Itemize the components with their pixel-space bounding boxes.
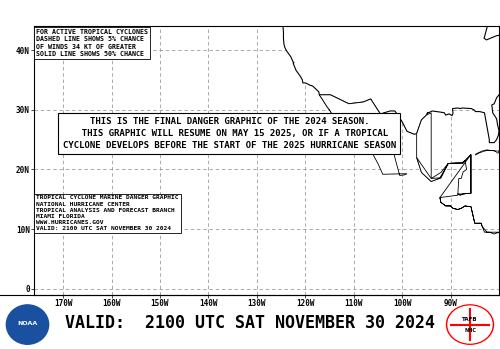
Polygon shape (416, 113, 471, 195)
Text: THIS IS THE FINAL DANGER GRAPHIC OF THE 2024 SEASON.
  THIS GRAPHIC WILL RESUME : THIS IS THE FINAL DANGER GRAPHIC OF THE … (62, 117, 396, 150)
Circle shape (10, 308, 46, 341)
Circle shape (451, 309, 489, 341)
Polygon shape (320, 95, 407, 176)
Circle shape (18, 316, 36, 333)
Text: NHC: NHC (464, 328, 476, 333)
Circle shape (15, 313, 40, 336)
Circle shape (8, 306, 48, 343)
Polygon shape (476, 150, 499, 155)
Circle shape (446, 305, 494, 344)
Text: NOAA: NOAA (18, 321, 38, 326)
Circle shape (448, 306, 492, 343)
Polygon shape (416, 155, 500, 240)
Polygon shape (282, 0, 500, 143)
Polygon shape (320, 95, 356, 151)
Text: FOR ACTIVE TROPICAL CYCLONES
DASHED LINE SHOWS 5% CHANCE
OF WINDS 34 KT OF GREAT: FOR ACTIVE TROPICAL CYCLONES DASHED LINE… (36, 29, 148, 57)
Circle shape (6, 305, 48, 344)
Text: VALID:  2100 UTC SAT NOVEMBER 30 2024: VALID: 2100 UTC SAT NOVEMBER 30 2024 (65, 314, 435, 332)
Text: TROPICAL CYCLONE MARINE DANGER GRAPHIC
NATIONAL HURRICANE CENTER
TROPICAL ANALYS: TROPICAL CYCLONE MARINE DANGER GRAPHIC N… (36, 195, 179, 231)
Text: TAFB: TAFB (462, 317, 478, 322)
